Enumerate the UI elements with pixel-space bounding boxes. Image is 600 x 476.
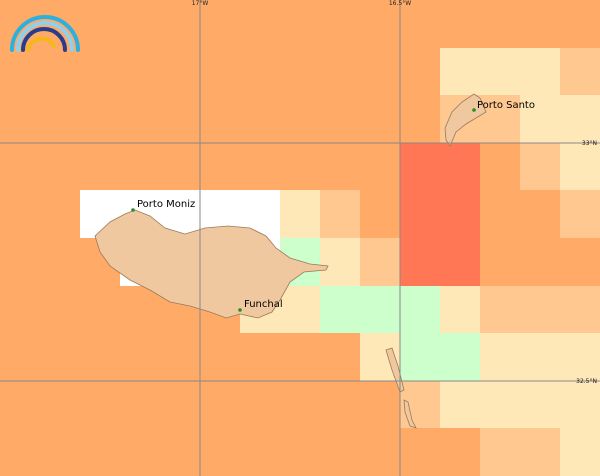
lat-label: 33°N (582, 140, 597, 147)
place-label: Funchal (244, 299, 283, 310)
place-label: Porto Santo (477, 100, 535, 111)
place-label: Porto Moniz (137, 199, 195, 210)
place-marker (131, 208, 135, 212)
lon-label: 17°W (192, 0, 209, 7)
lon-label: 16.5°W (389, 0, 411, 7)
place-marker (238, 308, 242, 312)
place-marker (472, 108, 476, 112)
logo (10, 15, 80, 52)
lat-label: 32.5°N (576, 378, 597, 385)
islands (94, 93, 487, 429)
cells (80, 48, 600, 476)
